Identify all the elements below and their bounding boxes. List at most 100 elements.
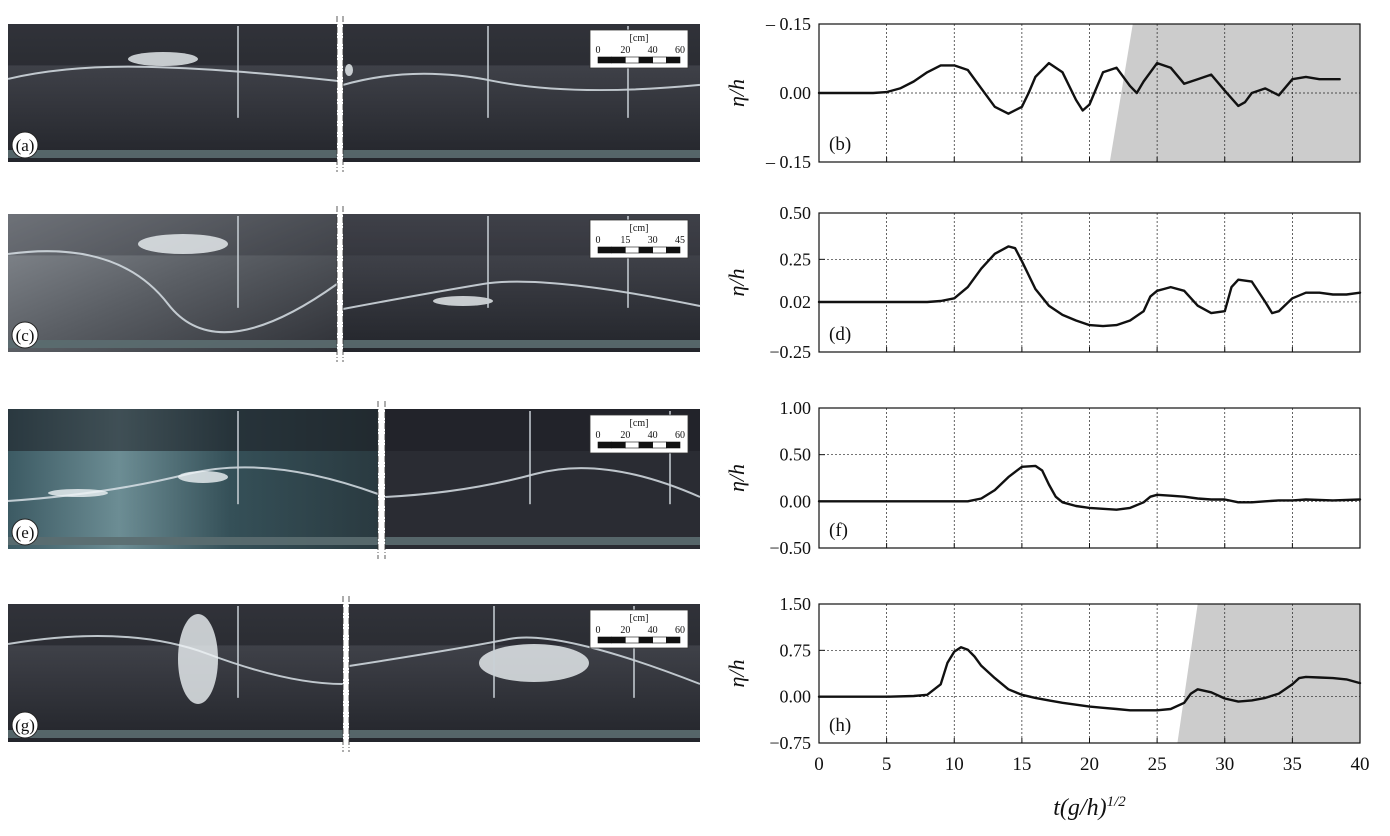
photo-panel: (a) [cm] 0 20 40 60 xyxy=(7,16,701,172)
scale-bar-segment xyxy=(666,246,681,254)
y-axis-label: η/h xyxy=(724,464,749,492)
scale-bar-segment xyxy=(652,246,667,254)
foam xyxy=(138,234,228,254)
y-tick-label: 0.50 xyxy=(780,203,812,223)
scale-bar-tick: 0 xyxy=(596,625,601,636)
scale-bar-segment xyxy=(638,56,653,64)
y-tick-label: 0.02 xyxy=(780,292,812,312)
scale-bar-tick: 20 xyxy=(620,430,630,441)
scale-bar-segment xyxy=(638,636,653,644)
split-gap xyxy=(337,18,343,168)
scale-bar-tick: 0 xyxy=(596,235,601,246)
scale-bar-tick: 20 xyxy=(620,625,630,636)
scale-bar-segment xyxy=(652,636,667,644)
free-surface-left xyxy=(7,250,338,334)
series-line xyxy=(817,464,1362,511)
scale-bar-segment xyxy=(652,56,667,64)
scale-bar-segment xyxy=(625,56,640,64)
scale-bar-tick: 0 xyxy=(596,45,601,56)
photo-panel: (e) [cm] 0 20 40 60 xyxy=(7,401,701,559)
scale-bar-segment xyxy=(611,56,626,64)
y-axis-label: η/h xyxy=(724,79,749,107)
y-tick-label: −0.50 xyxy=(769,538,811,558)
foam xyxy=(178,614,218,704)
scale-bar-segment xyxy=(625,441,640,449)
free-surface-right xyxy=(342,72,701,92)
scale-bar-tick: 0 xyxy=(596,430,601,441)
scale-bar-segment xyxy=(625,636,640,644)
y-tick-label: – 0.15 xyxy=(765,152,811,172)
x-tick-label: 0 xyxy=(814,754,824,775)
split-gap xyxy=(378,403,385,555)
x-tick-label: 25 xyxy=(1148,754,1167,775)
y-tick-label: 1.50 xyxy=(780,594,812,614)
scale-bar-tick: 30 xyxy=(648,235,658,246)
scale-bar-tick: 60 xyxy=(675,625,685,636)
tank-top xyxy=(8,24,700,66)
x-axis-label-base: t(g/h) xyxy=(1053,795,1106,821)
y-tick-label: 1.00 xyxy=(780,398,812,418)
tank-top xyxy=(8,604,700,646)
foam xyxy=(345,64,353,76)
scale-bar-segment xyxy=(597,56,612,64)
scale-bar-tick: 60 xyxy=(675,430,685,441)
panel-label-circle xyxy=(11,131,39,159)
panel-label: (e) xyxy=(16,523,35,542)
y-tick-label: – 0.15 xyxy=(765,14,811,34)
shaded-region xyxy=(1109,24,1360,162)
y-axis-label: η/h xyxy=(724,659,749,687)
scale-bar-segment xyxy=(666,636,681,644)
y-tick-label: 0.75 xyxy=(780,640,812,660)
foam xyxy=(479,644,589,682)
photo-panel: (g) [cm] 0 20 40 60 xyxy=(7,596,701,752)
scale-bar-segment xyxy=(652,441,667,449)
panel-label: (a) xyxy=(16,136,35,155)
series-line xyxy=(817,646,1362,712)
x-tick-label: 5 xyxy=(882,754,892,775)
scale-bar-tick: 45 xyxy=(675,235,685,246)
tank-bottom xyxy=(8,730,700,738)
scale-bar-unit: [cm] xyxy=(630,223,649,234)
split-gap xyxy=(343,598,349,748)
scale-bar-segment xyxy=(638,441,653,449)
scale-bar-segment xyxy=(611,636,626,644)
y-tick-label: 0.50 xyxy=(780,445,812,465)
free-surface-right xyxy=(384,467,701,498)
panel-label-circle xyxy=(11,321,39,349)
panel-label: (b) xyxy=(829,134,851,155)
foam xyxy=(433,296,493,306)
panel-label-circle xyxy=(11,518,39,546)
scale-bar-unit: [cm] xyxy=(630,418,649,429)
x-tick-label: 15 xyxy=(1012,754,1031,775)
scale-bar-tick: 60 xyxy=(675,45,685,56)
y-tick-label: 0.00 xyxy=(780,83,812,103)
tank-bottom xyxy=(8,150,700,158)
x-tick-label: 10 xyxy=(945,754,964,775)
foam xyxy=(178,471,228,483)
foam xyxy=(128,52,198,66)
x-tick-label: 40 xyxy=(1351,754,1370,775)
panel-label: (c) xyxy=(16,326,35,345)
x-tick-label: 35 xyxy=(1283,754,1302,775)
scale-bar-tick: 20 xyxy=(620,45,630,56)
free-surface-right xyxy=(348,636,701,685)
scale-bar-segment xyxy=(638,246,653,254)
scale-bar-tick: 40 xyxy=(648,625,658,636)
scale-bar-tick: 15 xyxy=(620,235,630,246)
panel-label: (d) xyxy=(829,324,851,345)
free-surface-left xyxy=(7,65,338,82)
foam xyxy=(48,489,108,497)
scale-bar-segment xyxy=(597,636,612,644)
scale-bar-segment xyxy=(666,441,681,449)
series-line xyxy=(817,245,1362,328)
y-tick-label: 0.25 xyxy=(780,249,812,269)
tank-top xyxy=(8,214,700,256)
scale-bar-tick: 40 xyxy=(648,45,658,56)
chart-panel: −0.50 0.00 0.50 1.00 η/h (f) xyxy=(724,398,1362,558)
scale-bar-segment xyxy=(666,56,681,64)
split-gap xyxy=(337,208,343,358)
panel-label: (g) xyxy=(15,716,35,735)
tank-top xyxy=(8,409,700,451)
